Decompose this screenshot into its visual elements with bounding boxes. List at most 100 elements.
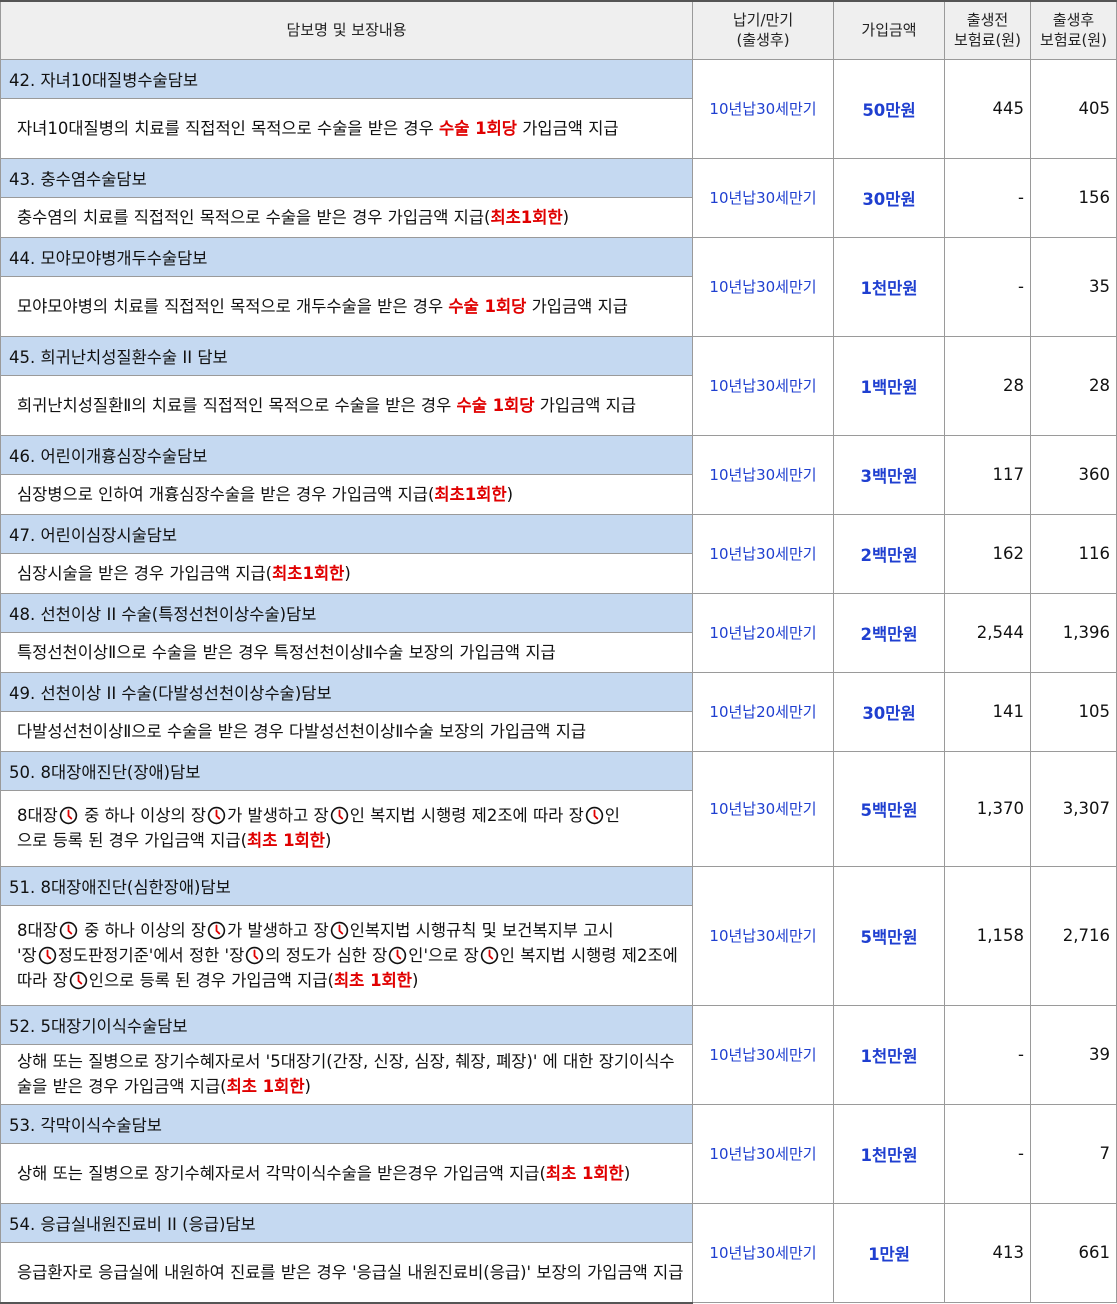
- header-amount: 가입금액: [833, 0, 945, 60]
- insured-amount: 1천만원: [833, 236, 945, 337]
- coverage-description: 심장시술을 받은 경우 가입금액 지급(최초1회한): [0, 552, 693, 594]
- table-row: 50. 8대장애진단(장애)담보 10년납30세만기 5백만원 1,370 3,307: [0, 750, 1117, 867]
- premium-before-birth: 445: [944, 58, 1031, 159]
- clock-icon: [245, 946, 264, 965]
- description-text: 8대장: [17, 806, 58, 825]
- header-term: 납기/만기 (출생후): [692, 0, 834, 60]
- highlight-text: 수술 1회당: [439, 118, 517, 138]
- highlight-text: 최초 1회한: [247, 831, 325, 850]
- description-text: 충수염의 치료를 직접적인 목적으로 수술을 받은 경우 가입금액 지급(: [17, 207, 491, 227]
- coverage-description: 자녀10대질병의 치료를 직접적인 목적으로 수술을 받은 경우 수술 1회당 …: [0, 97, 693, 159]
- table-row: 8대장 중 하나 이상의 장 가 발생하고 장 인 복지법 시행령 제2조에 따라 …: [0, 789, 1117, 867]
- description-text: 가 발생하고 장: [227, 920, 329, 940]
- payment-term: 10년납30세만기: [692, 236, 834, 337]
- description-text: 특정선천이상Ⅱ으로 수술을 받은 경우 특정선천이상Ⅱ수술 보장의 가입금액 지…: [17, 642, 556, 662]
- premium-before-birth: 1,370: [944, 750, 1031, 867]
- insured-amount: 30만원: [833, 671, 945, 752]
- payment-term: 10년납30세만기: [692, 58, 834, 159]
- clock-icon: [59, 806, 78, 825]
- coverage-title: 52. 5대장기이식수술담보: [0, 1004, 693, 1045]
- premium-before-birth: -: [944, 1103, 1031, 1204]
- payment-term: 10년납20세만기: [692, 671, 834, 752]
- coverage-title: 53. 각막이식수술담보: [0, 1103, 693, 1144]
- table-row: 45. 희귀난치성질환수술 II 담보 10년납30세만기 1백만원 28 28: [0, 335, 1117, 436]
- highlight-text: 최초1회한: [272, 563, 345, 583]
- coverage-title: 51. 8대장애진단(심한장애)담보: [0, 865, 693, 906]
- coverage-title: 47. 어린이심장시술담보: [0, 513, 693, 554]
- description-text: '장: [17, 945, 37, 965]
- highlight-text: 최초1회한: [490, 207, 563, 227]
- table-row: 53. 각막이식수술담보 10년납30세만기 1천만원 -7: [0, 1103, 1117, 1204]
- table-row: 44. 모야모야병개두수술담보 10년납30세만기 1천만원 -35: [0, 236, 1117, 337]
- premium-before-birth: 141: [944, 671, 1031, 752]
- description-text: ): [562, 207, 570, 227]
- header-premium-after-birth: 출생후 보험료(원): [1030, 0, 1117, 60]
- insured-amount: 1만원: [833, 1202, 945, 1303]
- description-text: 인복지법 시행규칙 및 보건복지부 고시: [349, 920, 614, 940]
- payment-term: 10년납20세만기: [692, 592, 834, 673]
- description-text: 심장시술을 받은 경우 가입금액 지급(: [17, 563, 273, 583]
- description-text: ): [324, 831, 332, 850]
- description-text: ): [623, 1163, 631, 1183]
- highlight-text: 수술 1회당: [456, 395, 535, 415]
- payment-term: 10년납30세만기: [692, 865, 834, 1006]
- coverage-description: 응급환자로 응급실에 내원하여 진료를 받은 경우 '응급실 내원진료비(응급)…: [0, 1241, 693, 1304]
- table-row: 51. 8대장애진단(심한장애)담보 10년납30세만기 5백만원 1,158 2,71…: [0, 865, 1117, 1006]
- premium-after-birth: 405: [1030, 58, 1117, 159]
- insured-amount: 2백만원: [833, 592, 945, 673]
- description-text: 인 복지법 시행령 제2조에 따라 장: [17, 945, 678, 990]
- premium-before-birth: 162: [944, 513, 1031, 594]
- table-row: 48. 선천이상 II 수술(특정선천이상수술)담보 10년납20세만기 2백만원 2…: [0, 592, 1117, 673]
- table-row: 응급환자로 응급실에 내원하여 진료를 받은 경우 '응급실 내원진료비(응급)…: [0, 1241, 1117, 1304]
- premium-before-birth: -: [944, 157, 1031, 238]
- premium-after-birth: 7: [1030, 1103, 1117, 1204]
- table-row: 특정선천이상Ⅱ으로 수술을 받은 경우 특정선천이상Ⅱ수술 보장의 가입금액 지…: [0, 631, 1117, 673]
- premium-after-birth: 2,716: [1030, 865, 1117, 1006]
- header-premium-before-birth: 출생전 보험료(원): [944, 0, 1031, 60]
- table-row: 상해 또는 질병으로 장기수혜자로서 '5대장기(간장, 신장, 심장, 췌장,…: [0, 1043, 1117, 1105]
- premium-before-birth: 28: [944, 335, 1031, 436]
- description-text: 자녀10대질병의 치료를 직접적인 목적으로 수술을 받은 경우: [17, 118, 440, 138]
- insured-amount: 1백만원: [833, 335, 945, 436]
- table-row: 52. 5대장기이식수술담보 10년납30세만기 1천만원 -39: [0, 1004, 1117, 1105]
- table-row: 42. 자녀10대질병수술담보 10년납30세만기 50만원 445 405: [0, 58, 1117, 159]
- insured-amount: 5백만원: [833, 750, 945, 867]
- premium-after-birth: 39: [1030, 1004, 1117, 1105]
- table-row: 다발성선천이상Ⅱ으로 수술을 받은 경우 다발성선천이상Ⅱ수술 보장의 가입금액…: [0, 710, 1117, 752]
- description-text: ): [506, 484, 514, 504]
- description-text: 상해 또는 질병으로 장기수혜자로서 '5대장기(간장, 신장, 심장, 췌장,…: [17, 1052, 675, 1096]
- premium-after-birth: 116: [1030, 513, 1117, 594]
- premium-after-birth: 156: [1030, 157, 1117, 238]
- header-row: 담보명 및 보장내용 납기/만기 (출생후) 가입금액 출생전 보험료(원) 출…: [0, 0, 1117, 60]
- premium-after-birth: 360: [1030, 434, 1117, 515]
- clock-icon: [69, 971, 88, 990]
- clock-icon: [207, 806, 226, 825]
- premium-after-birth: 35: [1030, 236, 1117, 337]
- header-coverage-name: 담보명 및 보장내용: [0, 0, 693, 60]
- coverage-title: 50. 8대장애진단(장애)담보: [0, 750, 693, 791]
- description-text: 가입금액 지급: [516, 118, 619, 138]
- clock-icon: [38, 946, 57, 965]
- clock-icon: [330, 921, 349, 940]
- description-text: ): [411, 970, 419, 990]
- table-row: 8대장 중 하나 이상의 장 가 발생하고 장 인복지법 시행규칙 및 보건복지부 …: [0, 904, 1117, 1006]
- description-text: 인으로 등록 된 경우 가입금액 지급(: [88, 970, 334, 990]
- table-row: 상해 또는 질병으로 장기수혜자로서 각막이식수술을 받은경우 가입금액 지급(…: [0, 1142, 1117, 1204]
- description-text: 모야모야병의 치료를 직접적인 목적으로 개두수술을 받은 경우: [17, 296, 449, 316]
- description-text: 가입금액 지급: [534, 395, 637, 415]
- coverage-description: 모야모야병의 치료를 직접적인 목적으로 개두수술을 받은 경우 수술 1회당 …: [0, 275, 693, 337]
- description-text: 상해 또는 질병으로 장기수혜자로서 각막이식수술을 받은경우 가입금액 지급(: [17, 1163, 546, 1183]
- coverage-description: 다발성선천이상Ⅱ으로 수술을 받은 경우 다발성선천이상Ⅱ수술 보장의 가입금액…: [0, 710, 693, 752]
- coverage-title: 49. 선천이상 II 수술(다발성선천이상수술)담보: [0, 671, 693, 712]
- payment-term: 10년납30세만기: [692, 335, 834, 436]
- premium-before-birth: -: [944, 236, 1031, 337]
- payment-term: 10년납30세만기: [692, 1004, 834, 1105]
- insured-amount: 1천만원: [833, 1103, 945, 1204]
- premium-after-birth: 1,396: [1030, 592, 1117, 673]
- description-text: 희귀난치성질환Ⅱ의 치료를 직접적인 목적으로 수술을 받은 경우: [17, 395, 457, 415]
- insured-amount: 1천만원: [833, 1004, 945, 1105]
- clock-icon: [388, 946, 407, 965]
- insured-amount: 2백만원: [833, 513, 945, 594]
- payment-term: 10년납30세만기: [692, 513, 834, 594]
